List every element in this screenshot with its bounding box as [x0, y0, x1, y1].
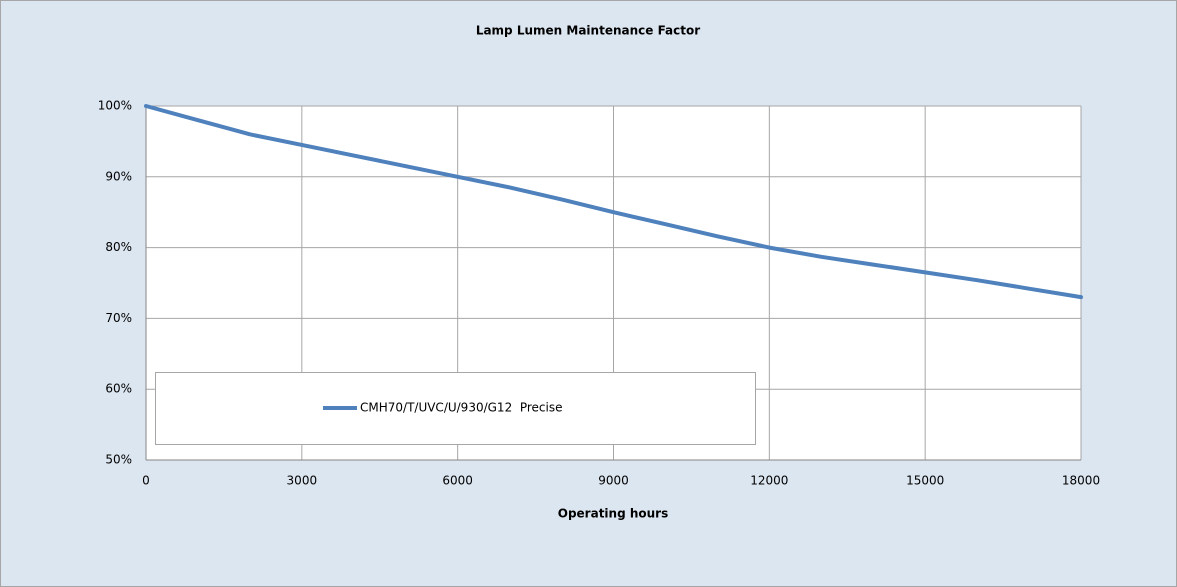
y-tick-label: 80% [105, 240, 132, 254]
legend-label: CMH70/T/UVC/U/930/G12 Precise [360, 401, 562, 415]
x-tick-label: 15000 [906, 474, 944, 488]
y-tick-label: 70% [105, 311, 132, 325]
y-tick-label: 50% [105, 453, 132, 467]
x-axis-label: Operating hours [558, 507, 669, 521]
y-tick-label: 100% [98, 99, 132, 113]
x-tick-label: 3000 [287, 474, 318, 488]
legend-box [155, 372, 756, 445]
x-tick-label: 9000 [598, 474, 629, 488]
chart-title: Lamp Lumen Maintenance Factor [476, 24, 700, 38]
y-tick-label: 60% [105, 382, 132, 396]
y-tick-label: 90% [105, 169, 132, 183]
x-tick-label: 6000 [442, 474, 473, 488]
x-tick-label: 18000 [1062, 474, 1100, 488]
x-tick-label: 0 [142, 474, 150, 488]
x-tick-label: 12000 [750, 474, 788, 488]
series-line [144, 104, 1083, 300]
